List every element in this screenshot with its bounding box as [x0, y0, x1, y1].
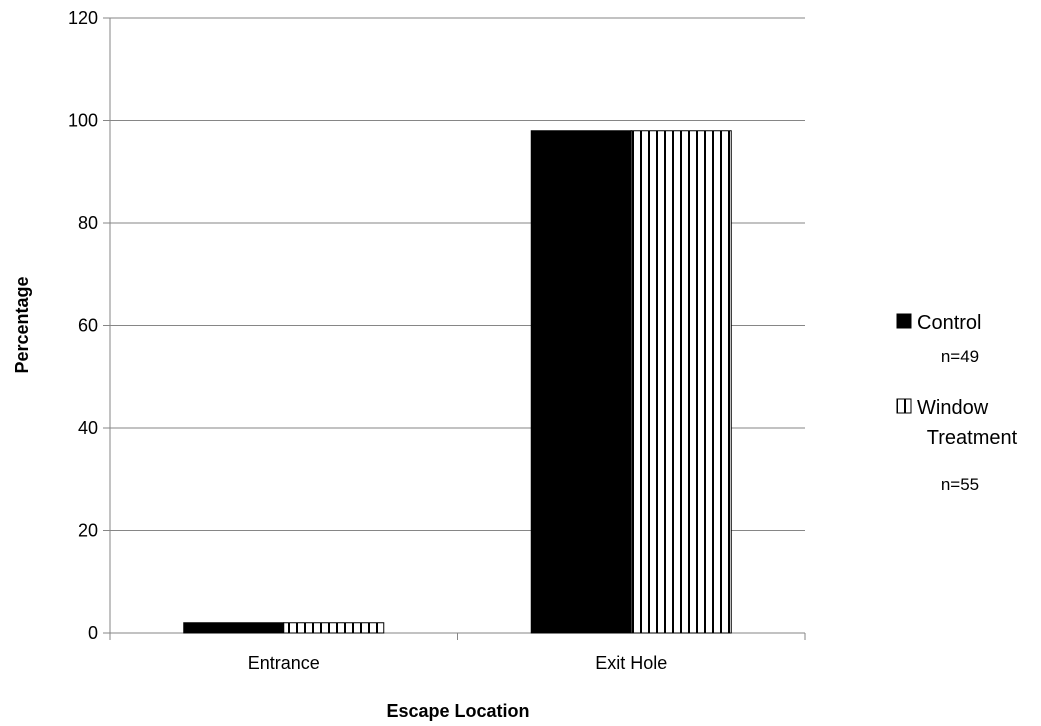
- y-axis-title: Percentage: [12, 276, 32, 373]
- tick-labels: 0 20 40 60 80 100 120 Entrance Exit Hole: [68, 8, 667, 673]
- y-tick-label-80: 80: [78, 213, 98, 233]
- bar-window-treatment-exit-hole: [630, 130, 732, 634]
- legend-label-control: Control: [917, 312, 981, 334]
- y-tick-label-60: 60: [78, 316, 98, 336]
- bar-window-treatment-entrance: [283, 622, 385, 634]
- bar-control-exit-hole: [530, 130, 632, 634]
- y-tick-label-100: 100: [68, 111, 98, 131]
- legend-n-control: n=49: [941, 347, 979, 366]
- bar-control-entrance: [183, 622, 285, 634]
- y-tick-label-0: 0: [88, 623, 98, 643]
- x-axis-title: Escape Location: [386, 701, 529, 721]
- legend-label-window-treatment-line2: Treatment: [927, 427, 1018, 449]
- legend-swatch-control: [896, 313, 912, 329]
- x-tick-label-entrance: Entrance: [248, 653, 320, 673]
- x-tick-label-exit-hole: Exit Hole: [595, 653, 667, 673]
- y-tick-label-120: 120: [68, 8, 98, 28]
- bars: [183, 130, 732, 634]
- y-tick-label-40: 40: [78, 418, 98, 438]
- legend: Control n=49 Window Treatment n=55: [896, 312, 1018, 494]
- legend-label-window-treatment-line1: Window: [917, 397, 989, 419]
- y-tick-label-20: 20: [78, 521, 98, 541]
- legend-swatch-window-treatment: [896, 398, 912, 414]
- legend-n-window-treatment: n=55: [941, 475, 979, 494]
